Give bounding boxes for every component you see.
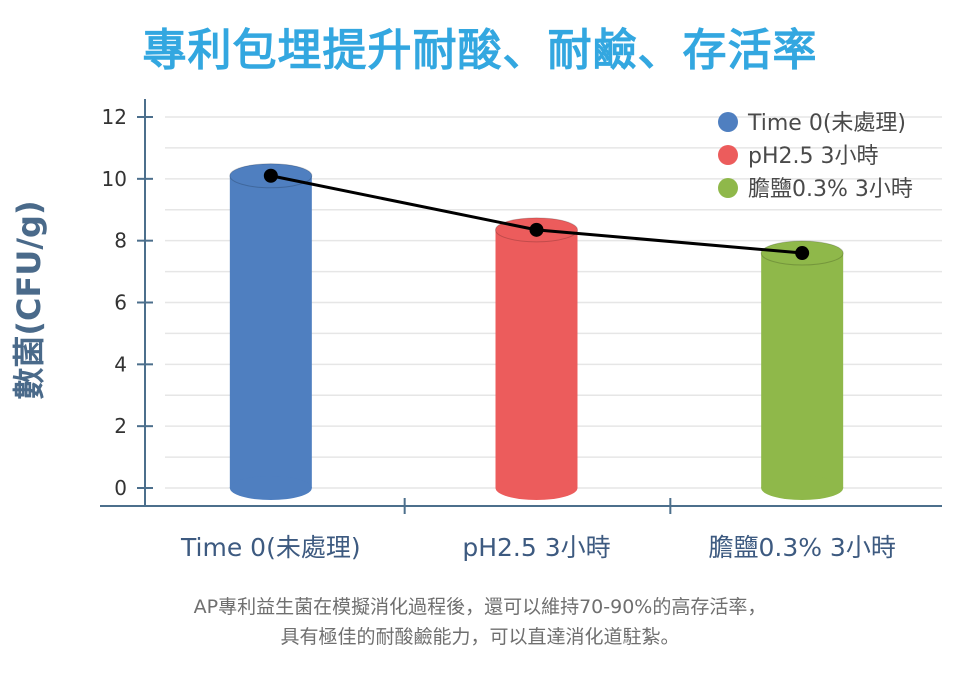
bar-base [495, 476, 578, 500]
y-tick-label: 10 [102, 167, 127, 191]
legend-swatch [718, 145, 738, 165]
caption-line-2: 具有極佳的耐酸鹼能力，可以直達消化道駐紮。 [280, 626, 680, 648]
legend-label: pH2.5 3小時 [748, 144, 879, 169]
legend-item: 膽鹽0.3% 3小時 [718, 177, 913, 202]
legend-item: pH2.5 3小時 [718, 144, 879, 169]
bar [495, 217, 578, 500]
y-tick-label: 2 [114, 414, 127, 438]
bar-base [229, 476, 312, 500]
caption: AP專利益生菌在模擬消化過程後，還可以維持70-90%的高存活率， 具有極佳的耐… [0, 592, 960, 652]
legend-swatch [718, 178, 738, 198]
caption-line-1: AP專利益生菌在模擬消化過程後，還可以維持70-90%的高存活率， [193, 596, 767, 618]
x-tick-label: pH2.5 3小時 [462, 533, 610, 562]
chart-title: 專利包埋提升耐酸、耐鹼、存活率 [142, 25, 818, 76]
bar [760, 240, 844, 500]
y-tick-label: 8 [114, 229, 127, 253]
y-tick-label: 0 [114, 476, 127, 500]
trend-line-layer [263, 168, 810, 261]
x-tick-label: 膽鹽0.3% 3小時 [708, 533, 895, 562]
bar [229, 163, 313, 500]
y-tick-label: 12 [102, 105, 127, 129]
y-tick-label: 4 [114, 352, 127, 376]
bars-layer [229, 163, 844, 500]
y-axis-label: 數菌(CFU/g) [10, 200, 48, 399]
trend-point [529, 222, 544, 237]
x-tick-label: Time 0(未處理) [180, 533, 361, 562]
trend-point [263, 168, 278, 183]
legend-label: 膽鹽0.3% 3小時 [748, 177, 913, 202]
bar-body [495, 229, 578, 489]
bar-body [761, 253, 844, 488]
bar-body [229, 175, 312, 488]
y-tick-label: 6 [114, 291, 127, 315]
trend-point [795, 246, 810, 261]
bar-base [761, 476, 844, 500]
legend-item: Time 0(未處理) [718, 111, 906, 136]
legend-label: Time 0(未處理) [747, 111, 906, 136]
legend-swatch [718, 112, 738, 132]
